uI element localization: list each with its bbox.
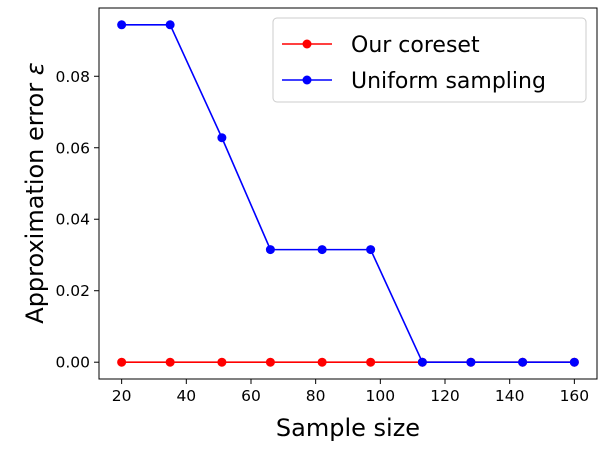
data-point	[217, 133, 227, 143]
legend: Our coreset Uniform sampling	[272, 17, 587, 103]
legend-marker	[302, 75, 312, 85]
data-point	[217, 357, 227, 367]
y-tick-label: 0.06	[55, 139, 90, 157]
y-axis-title: Approximation error ε	[21, 62, 49, 323]
data-point	[165, 357, 175, 367]
data-point	[117, 357, 127, 367]
x-tick-label: 20	[112, 387, 132, 405]
y-axis: 0.00 0.02 0.04 0.06 0.08	[55, 68, 99, 372]
y-axis-title-symbol: ε	[21, 62, 49, 75]
data-point	[366, 245, 376, 255]
series-line-1	[121, 23, 575, 364]
x-axis-title: Sample size	[276, 414, 420, 442]
data-point	[569, 357, 579, 367]
legend-box	[272, 17, 587, 103]
x-axis: 20 40 60 80 100 120 140 160	[112, 379, 589, 405]
x-tick-label: 140	[495, 387, 525, 405]
legend-label: Our coreset	[351, 33, 480, 58]
x-tick-label: 80	[306, 387, 326, 405]
data-point	[417, 357, 427, 367]
y-tick-label: 0.08	[55, 68, 90, 86]
data-point	[117, 20, 127, 30]
x-tick-label: 40	[176, 387, 196, 405]
data-point	[518, 357, 528, 367]
data-point	[265, 245, 275, 255]
x-tick-label: 60	[241, 387, 261, 405]
y-tick-label: 0.00	[55, 354, 90, 372]
data-point	[317, 357, 327, 367]
x-tick-label: 100	[366, 387, 396, 405]
y-axis-title-text: Approximation error	[21, 75, 49, 323]
data-point	[317, 245, 327, 255]
x-tick-label: 120	[430, 387, 460, 405]
plot-frame	[98, 7, 598, 380]
data-point	[165, 20, 175, 30]
data-point	[265, 357, 275, 367]
y-tick-label: 0.02	[55, 282, 90, 300]
x-tick-label: 160	[560, 387, 590, 405]
y-tick-label: 0.04	[55, 211, 90, 229]
plot-area	[117, 20, 579, 367]
legend-label: Uniform sampling	[351, 69, 546, 94]
data-point	[366, 357, 376, 367]
data-point	[466, 357, 476, 367]
legend-marker	[302, 39, 312, 49]
